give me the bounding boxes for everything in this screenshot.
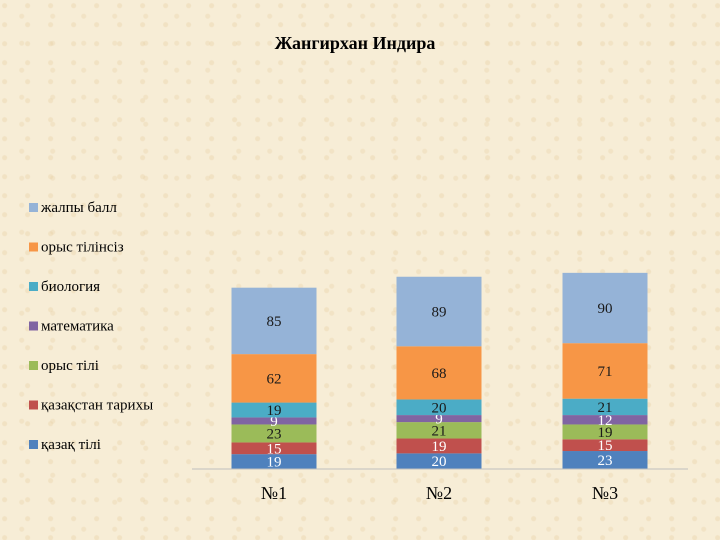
- legend-label: қазақстан тарихы: [41, 398, 153, 414]
- legend-swatch: [29, 242, 38, 252]
- data-label: 89: [432, 305, 447, 321]
- bar-segment: [231, 454, 317, 469]
- legend-label: биология: [41, 279, 100, 295]
- data-label: 21: [432, 423, 447, 439]
- bar-segment: [562, 272, 648, 344]
- legend-label: жалпы балл: [40, 200, 117, 216]
- bar-segment: [396, 453, 482, 469]
- bar-segment: [396, 399, 482, 416]
- x-tick-label: №2: [426, 483, 452, 503]
- data-label: 23: [267, 426, 282, 442]
- bar-segment: [562, 343, 648, 399]
- legend-swatch: [29, 440, 38, 449]
- data-label: 23: [598, 453, 613, 469]
- data-label: 20: [432, 454, 447, 470]
- data-label: 19: [432, 439, 447, 455]
- data-label: 19: [267, 403, 282, 419]
- data-label: 15: [267, 441, 282, 457]
- x-axis-ticks: №1 №2 №3: [261, 483, 618, 503]
- bar-segment: [231, 442, 317, 455]
- legend-swatch: [29, 203, 38, 212]
- data-label: 85: [267, 314, 282, 330]
- bar-segment: [396, 438, 482, 454]
- x-tick-label: №3: [592, 483, 618, 503]
- x-tick-label: №1: [261, 483, 287, 503]
- legend-label: математика: [41, 319, 114, 335]
- data-label: 15: [598, 438, 613, 454]
- bar-segment: [396, 276, 482, 347]
- data-label: 90: [598, 301, 613, 317]
- legend-swatch: [29, 361, 38, 370]
- bar-segment: [231, 354, 317, 403]
- data-label: 19: [267, 455, 282, 471]
- data-label: 71: [598, 364, 613, 380]
- bar-segment: [562, 451, 648, 469]
- data-label: 9: [270, 414, 278, 430]
- legend-label: орыс тілі: [41, 358, 99, 374]
- data-label: 21: [598, 400, 613, 416]
- legend-swatch: [29, 400, 38, 410]
- legend: жалпы балл орыс тілінсіз биология математик…: [29, 200, 153, 453]
- legend-label: орыс тілінсіз: [41, 240, 124, 256]
- data-label: 19: [598, 425, 613, 441]
- bar-segment: [562, 415, 648, 425]
- legend-label: қазақ тілі: [41, 437, 101, 453]
- legend-swatch: [29, 321, 38, 331]
- bar-segment: [231, 402, 317, 418]
- bar-segment: [396, 346, 482, 400]
- data-label: 62: [267, 371, 282, 387]
- data-label: 12: [598, 413, 613, 429]
- bar-segment: [396, 415, 482, 423]
- bar-segment: [562, 439, 648, 452]
- bar-segment: [231, 287, 317, 355]
- bar-segment: [562, 398, 648, 416]
- bar-segment: [231, 424, 317, 443]
- bar-segment: [562, 424, 648, 440]
- data-label: 68: [432, 366, 447, 382]
- data-label: 9: [435, 412, 443, 428]
- legend-swatch: [29, 282, 38, 291]
- bar-segment: [396, 422, 482, 439]
- bar-segment: [231, 417, 317, 425]
- data-label: 20: [432, 400, 447, 416]
- chart-title: Жангирхан Индира: [275, 33, 436, 53]
